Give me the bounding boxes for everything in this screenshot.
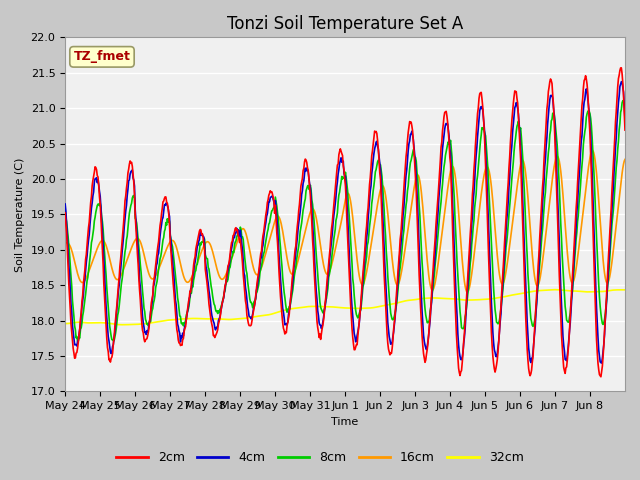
X-axis label: Time: Time xyxy=(332,417,358,427)
Legend: 2cm, 4cm, 8cm, 16cm, 32cm: 2cm, 4cm, 8cm, 16cm, 32cm xyxy=(111,446,529,469)
Text: TZ_fmet: TZ_fmet xyxy=(74,50,131,63)
Title: Tonzi Soil Temperature Set A: Tonzi Soil Temperature Set A xyxy=(227,15,463,33)
Y-axis label: Soil Temperature (C): Soil Temperature (C) xyxy=(15,157,25,272)
